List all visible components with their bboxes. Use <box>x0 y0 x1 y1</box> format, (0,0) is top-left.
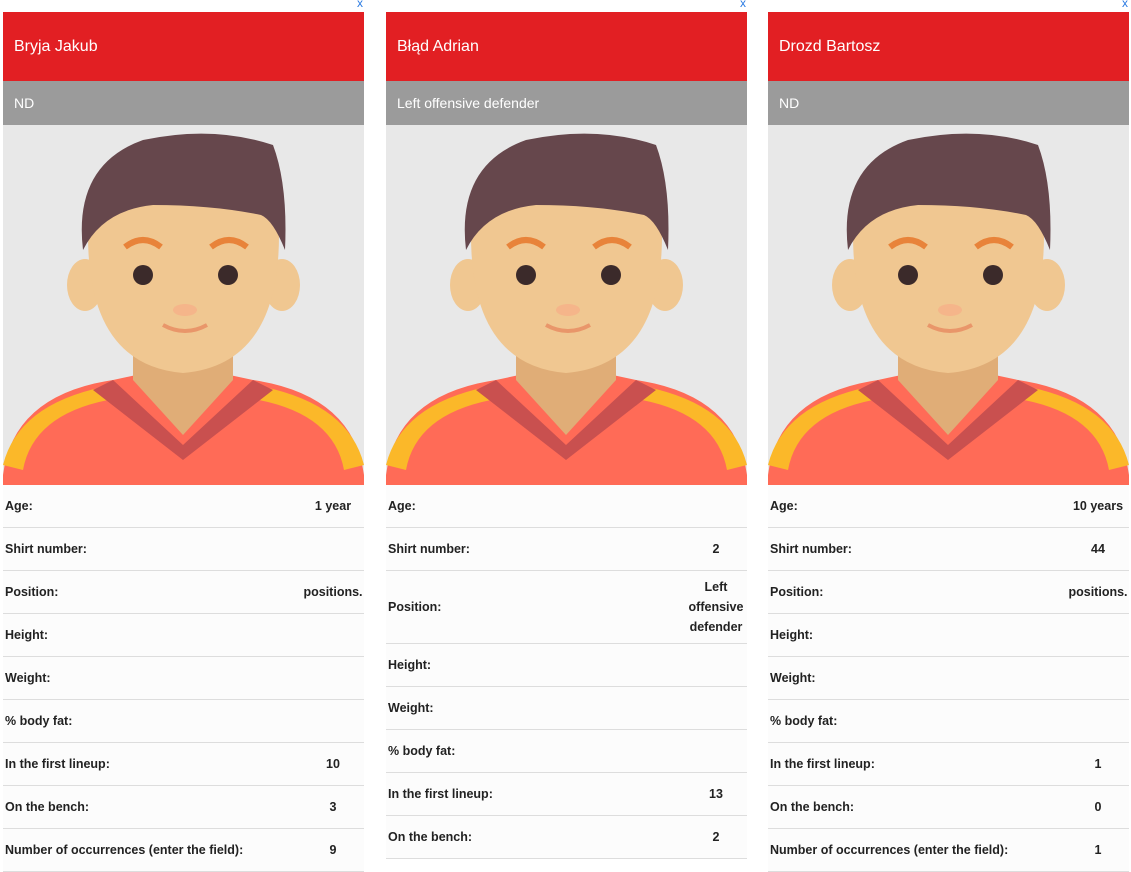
stat-row-bench: On the bench: 0 <box>768 786 1129 829</box>
player-photo <box>3 125 364 485</box>
stat-row-fat: % body fat: <box>3 700 364 743</box>
stat-label: In the first lineup: <box>5 757 110 771</box>
stat-label: % body fat: <box>770 714 838 728</box>
stat-label: Weight: <box>5 671 51 685</box>
stat-label: On the bench: <box>5 800 90 814</box>
stat-value: 1 <box>1094 843 1102 857</box>
stat-label: % body fat: <box>388 744 456 758</box>
player-position-header: Left offensive defender <box>386 81 747 125</box>
stat-row-shirt: Shirt number: 2 <box>386 528 747 571</box>
player-photo <box>386 125 747 485</box>
stat-row-occ: Number of occurrences (enter the field):… <box>768 829 1129 872</box>
stat-label: Weight: <box>770 671 816 685</box>
stat-row-height: Height: <box>3 614 364 657</box>
stat-row-bench: On the bench: 2 <box>386 816 747 859</box>
stat-row-weight: Weight: <box>768 657 1129 700</box>
stat-label: In the first lineup: <box>388 787 493 801</box>
close-button[interactable]: x <box>357 0 363 10</box>
stat-value: 2 <box>712 830 720 844</box>
stat-label: % body fat: <box>5 714 73 728</box>
player-card: x Błąd Adrian Left offensive defender Ag… <box>386 0 747 859</box>
stat-row-weight: Weight: <box>3 657 364 700</box>
stat-row-age: Age: <box>386 485 747 528</box>
stat-label: Weight: <box>388 701 434 715</box>
stat-row-lineup: In the first lineup: 10 <box>3 743 364 786</box>
stat-label: In the first lineup: <box>770 757 875 771</box>
stat-row-age: Age: 10 years <box>768 485 1129 528</box>
stat-value: 1 year <box>314 499 352 513</box>
stat-row-position: Position: positions. <box>3 571 364 614</box>
player-name: Błąd Adrian <box>386 12 747 81</box>
close-button[interactable]: x <box>740 0 746 10</box>
stat-row-weight: Weight: <box>386 687 747 730</box>
player-avatar-icon <box>3 133 364 485</box>
stat-value: 0 <box>1094 800 1102 814</box>
stat-label: Height: <box>770 628 814 642</box>
stat-label: Number of occurrences (enter the field): <box>5 843 244 857</box>
stat-row-bench: On the bench: 3 <box>3 786 364 829</box>
stat-row-age: Age: 1 year <box>3 485 364 528</box>
stat-label: Age: <box>770 499 798 513</box>
close-button[interactable]: x <box>1122 0 1128 10</box>
player-avatar-icon <box>386 133 747 485</box>
stat-value: positions. <box>303 585 363 599</box>
player-name: Drozd Bartosz <box>768 12 1129 81</box>
stat-label: Number of occurrences (enter the field): <box>770 843 1009 857</box>
stat-row-shirt: Shirt number: 44 <box>768 528 1129 571</box>
stat-value: 3 <box>329 800 337 814</box>
stat-label: Height: <box>388 658 432 672</box>
player-position-header: ND <box>3 81 364 125</box>
stat-value: 10 <box>326 757 340 771</box>
stat-value: 1 <box>1094 757 1102 771</box>
stat-row-occ: Number of occurrences (enter the field):… <box>3 829 364 872</box>
stat-row-fat: % body fat: <box>768 700 1129 743</box>
stat-label: Age: <box>388 499 416 513</box>
stat-value: 9 <box>329 843 337 857</box>
stat-row-height: Height: <box>768 614 1129 657</box>
player-name: Bryja Jakub <box>3 12 364 81</box>
player-card: x Drozd Bartosz ND Age: 10 years Shirt num… <box>768 0 1129 872</box>
stat-label: Position: <box>388 600 442 614</box>
stat-row-fat: % body fat: <box>386 730 747 773</box>
stat-label: Shirt number: <box>770 542 852 556</box>
stat-value: 13 <box>709 787 723 801</box>
stat-value: 44 <box>1091 542 1105 556</box>
stat-value: positions. <box>1068 585 1128 599</box>
stat-value: 10 years <box>1072 499 1124 513</box>
player-card: x Bryja Jakub ND Age: 1 year Shirt number:… <box>3 0 364 872</box>
stat-row-position: Position: positions. <box>768 571 1129 614</box>
stat-row-lineup: In the first lineup: 1 <box>768 743 1129 786</box>
player-avatar-icon <box>768 133 1129 485</box>
stat-label: Position: <box>770 585 824 599</box>
stat-value: 2 <box>712 542 720 556</box>
stat-label: Shirt number: <box>5 542 87 556</box>
stat-row-position: Position: Left offensive defender <box>386 571 747 644</box>
player-position-header: ND <box>768 81 1129 125</box>
stat-row-shirt: Shirt number: <box>3 528 364 571</box>
stat-row-lineup: In the first lineup: 13 <box>386 773 747 816</box>
stat-label: Position: <box>5 585 59 599</box>
stat-value: Left offensive defender <box>688 580 744 634</box>
stat-label: Shirt number: <box>388 542 470 556</box>
player-photo <box>768 125 1129 485</box>
stat-label: Age: <box>5 499 33 513</box>
stat-label: On the bench: <box>388 830 473 844</box>
stat-label: Height: <box>5 628 49 642</box>
stat-label: On the bench: <box>770 800 855 814</box>
stat-row-height: Height: <box>386 644 747 687</box>
